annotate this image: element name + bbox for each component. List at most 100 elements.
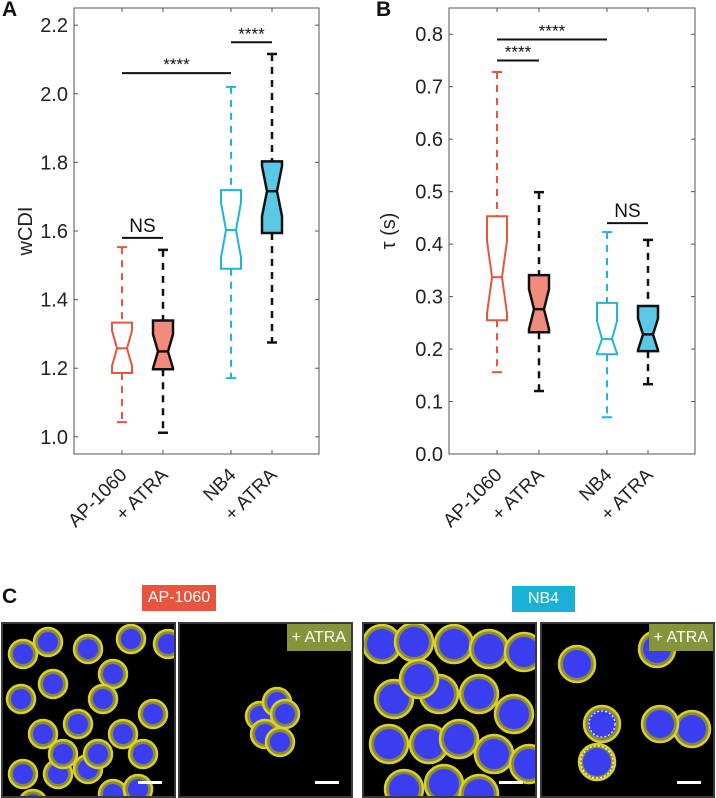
cell-nucleus (479, 739, 509, 769)
cell (473, 733, 515, 775)
cell-nucleus (514, 749, 535, 779)
group-tag-nb4: NB4 (512, 586, 575, 612)
cell (398, 658, 440, 700)
scale-bar (315, 781, 339, 784)
cell (72, 633, 104, 665)
cell-nucleus (53, 744, 73, 764)
cell (127, 738, 159, 770)
significance-label: NS (614, 201, 640, 222)
cell-nucleus (588, 710, 616, 738)
axes-frame (448, 7, 696, 455)
cell-nucleus (583, 748, 611, 776)
y-tick-label: 0.5 (415, 182, 443, 204)
cell-nucleus (509, 637, 535, 667)
cells-image (364, 624, 535, 796)
cell (20, 788, 46, 796)
cell (408, 723, 450, 765)
cell-nucleus (103, 784, 123, 796)
cell-nucleus (678, 715, 706, 743)
cell-nucleus (464, 679, 494, 709)
box-body (486, 215, 508, 322)
cell (368, 723, 410, 765)
cell-nucleus (88, 744, 108, 764)
y-tick-label: 0.8 (415, 24, 443, 46)
cell-nucleus (464, 779, 494, 796)
treatment-tag: + ATRA (648, 624, 713, 651)
cell (264, 726, 296, 758)
box-ap-1060 (111, 246, 133, 424)
cell-nucleus (43, 674, 63, 694)
cells-image (244, 686, 301, 758)
box-body (260, 160, 284, 235)
cell-nucleus (439, 629, 469, 659)
cell (640, 704, 680, 744)
cell (577, 742, 617, 782)
cell-nucleus (93, 689, 113, 709)
scale-bar (677, 781, 701, 784)
cell-nucleus (563, 650, 591, 678)
significance-label: **** (238, 24, 265, 43)
y-tick-label: 0.3 (415, 287, 443, 309)
y-tick-label: 0.6 (415, 129, 443, 151)
cell (364, 624, 403, 665)
box-body (636, 304, 660, 353)
cell (115, 624, 147, 655)
y-tick-label: 1.8 (40, 152, 68, 174)
cell-nucleus (27, 794, 39, 796)
micrograph-nb4 (362, 622, 537, 798)
y-tick-label: 0.1 (415, 392, 443, 414)
cell (47, 738, 79, 770)
box-nb4 (220, 85, 242, 380)
x-tick-label: AP-1060 (64, 465, 131, 532)
cell (458, 773, 500, 796)
box-nb4-atra (636, 238, 660, 386)
cell (423, 763, 465, 796)
cell-nucleus (158, 634, 174, 654)
cell (27, 718, 59, 750)
cell-nucleus (270, 732, 290, 752)
box-ap-1060-atra (527, 190, 551, 393)
cell-nucleus (13, 764, 33, 784)
cell (393, 624, 435, 663)
panel-b-plot: 0.00.10.20.30.40.50.60.70.8τ (s)AP-1060+… (378, 7, 696, 532)
cell (82, 738, 114, 770)
scale-bar (499, 781, 523, 784)
cell-nucleus (499, 699, 529, 729)
cell (137, 698, 169, 730)
box-body (596, 301, 618, 356)
y-tick-label: 2.0 (40, 84, 68, 106)
cell-nucleus (374, 729, 404, 759)
cell-nucleus (113, 724, 133, 744)
box-nb4-atra (260, 52, 284, 344)
cell-nucleus (103, 664, 123, 684)
cell (438, 718, 480, 760)
cell-nucleus (11, 689, 31, 709)
cell-nucleus (121, 629, 141, 649)
scale-bar (138, 781, 162, 784)
nucleus-outline (580, 745, 614, 779)
panel-b-label: B (376, 0, 392, 21)
y-tick-label: 1.6 (40, 221, 68, 243)
cell (493, 693, 535, 735)
significance-label: **** (539, 21, 566, 40)
cell-nucleus (143, 704, 163, 724)
y-axis-label: τ (s) (378, 213, 400, 250)
box-ap-1060-atra (151, 248, 175, 434)
cell (557, 644, 597, 684)
cell (97, 658, 129, 690)
cell (152, 628, 174, 660)
y-axis-label: wCDI (15, 207, 37, 257)
cell-nucleus (404, 664, 434, 694)
x-tick-label: AP-1060 (439, 465, 506, 532)
treatment-tag: + ATRA (286, 624, 351, 651)
cell-nucleus (414, 729, 444, 759)
cell-nucleus (429, 769, 459, 796)
y-tick-label: 0.2 (415, 339, 443, 361)
cell (468, 628, 510, 670)
significance-label: **** (505, 42, 532, 61)
box-body (527, 273, 551, 334)
cell-nucleus (78, 639, 98, 659)
y-tick-label: 0.0 (415, 444, 443, 466)
